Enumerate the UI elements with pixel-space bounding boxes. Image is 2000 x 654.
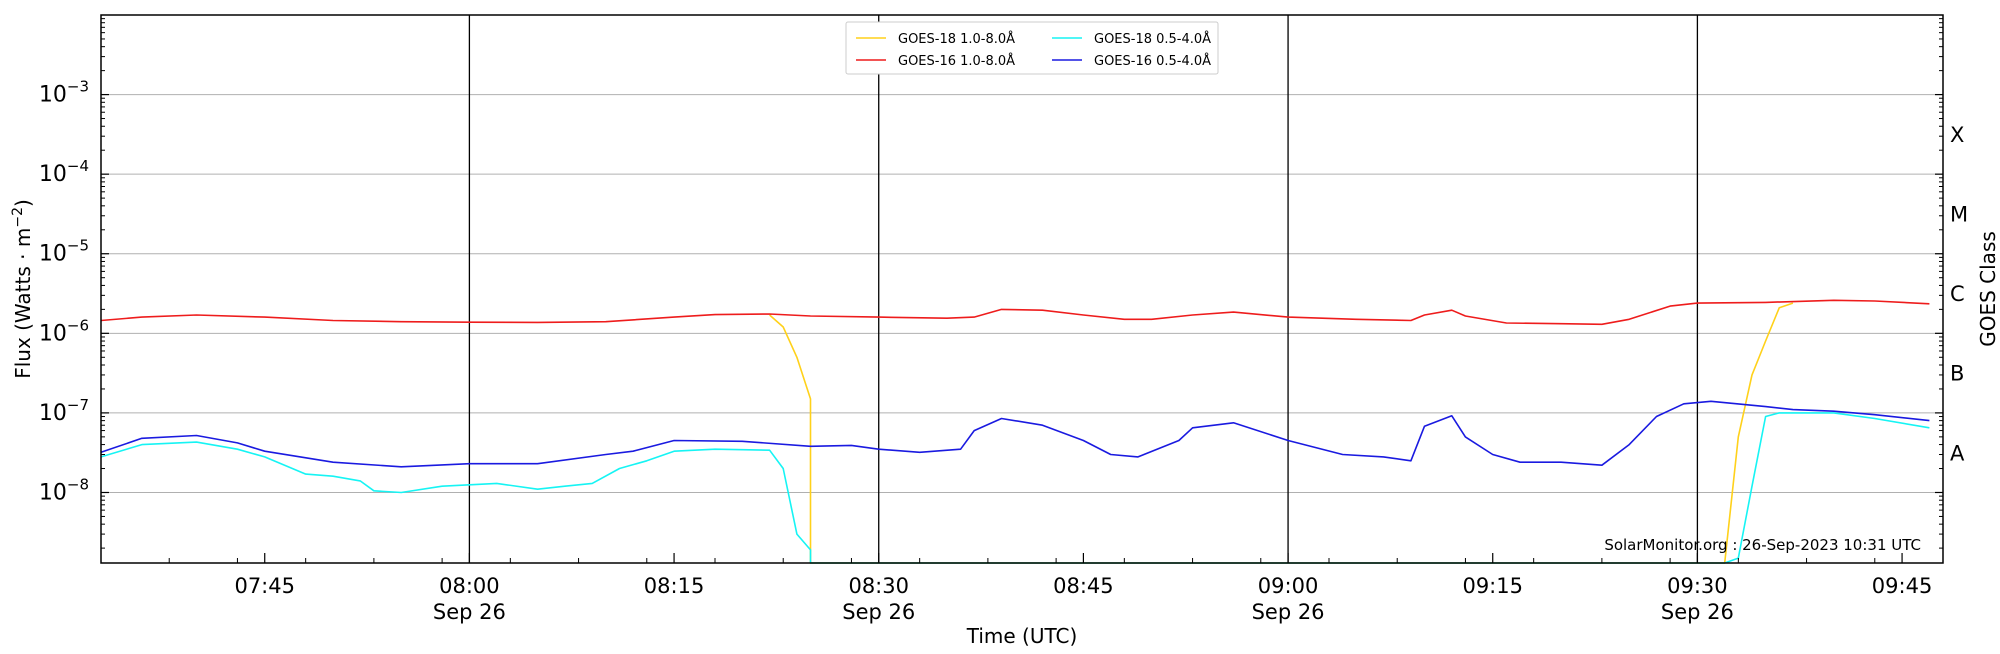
series-lines <box>100 299 1930 564</box>
series-line-2 <box>100 412 1930 564</box>
legend-label-0: GOES-18 1.0-8.0Å <box>898 31 1015 47</box>
plot-frame <box>100 14 1944 564</box>
axis-ticks <box>100 18 1944 563</box>
goes-class-x: X <box>1950 123 1964 147</box>
time-marker-lines <box>468 15 1699 563</box>
x-tick-label-4: 08:45 <box>1053 574 1114 598</box>
goes-class-axis-title: GOES Class <box>1976 231 2000 347</box>
legend-label-2: GOES-18 0.5-4.0Å <box>1094 31 1211 47</box>
y-tick-label-5: 10−3 <box>39 78 89 108</box>
goes-class-c: C <box>1950 282 1965 306</box>
legend: GOES-18 1.0-8.0Å GOES-16 1.0-8.0Å GOES-18 … <box>845 21 1219 75</box>
x-tick-label-8: 09:45 <box>1872 574 1933 598</box>
goes-class-b: B <box>1950 362 1964 386</box>
legend-label-1: GOES-16 1.0-8.0Å <box>898 53 1015 69</box>
legend-box <box>845 21 1219 75</box>
x-tick-label-1: 08:00 <box>439 574 500 598</box>
y-tick-label-0: 10−8 <box>39 475 89 505</box>
x-tick-label-0: 07:45 <box>234 574 295 598</box>
y-tick-label-3: 10−5 <box>39 237 89 267</box>
goes-class-labels: A B C M X <box>1950 123 1968 465</box>
y-tick-label-1: 10−7 <box>39 396 89 426</box>
x-tick-label-3: 08:30 <box>848 574 909 598</box>
y-tick-labels: 10−8 10−7 10−6 10−5 10−4 10−3 <box>39 78 89 506</box>
x-tick-date-1: Sep 26 <box>433 600 506 624</box>
x-tick-label-5: 09:00 <box>1258 574 1319 598</box>
y-tick-label-4: 10−4 <box>39 157 89 187</box>
x-tick-date-3: Sep 26 <box>842 600 915 624</box>
solarmonitor-annotation: SolarMonitor.org : 26-Sep-2023 10:31 UTC <box>1604 536 1921 554</box>
series-line-3 <box>100 400 1930 468</box>
goes-class-a: A <box>1950 441 1965 465</box>
y-tick-label-2: 10−6 <box>39 316 89 346</box>
x-tick-date-5: Sep 26 <box>1252 600 1325 624</box>
series-line-1 <box>100 299 1930 326</box>
legend-label-3: GOES-16 0.5-4.0Å <box>1094 53 1211 69</box>
x-tick-label-6: 09:15 <box>1462 574 1523 598</box>
grid-lines <box>101 94 1943 493</box>
y-axis-title: Flux (Watts · m−2) <box>10 199 35 379</box>
x-axis-title: Time (UTC) <box>966 624 1078 648</box>
goes-class-m: M <box>1950 203 1968 227</box>
x-tick-date-7: Sep 26 <box>1661 600 1734 624</box>
x-tick-label-7: 09:30 <box>1667 574 1728 598</box>
x-tick-label-2: 08:15 <box>644 574 705 598</box>
